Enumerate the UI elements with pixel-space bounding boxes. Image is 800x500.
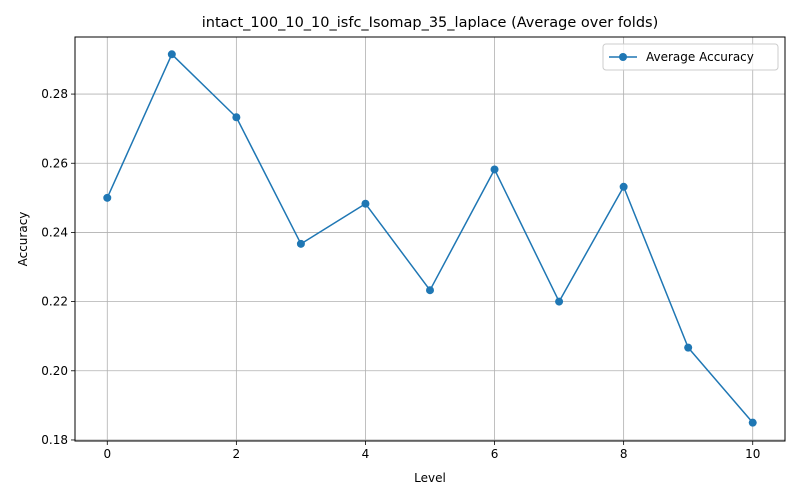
data-point — [361, 199, 370, 208]
grid-lines — [75, 37, 785, 441]
axis-ticks: 0 2 4 6 8 10 0.18 0.20 0.22 0.24 0.26 0.28 — [41, 87, 760, 461]
x-tick-label: 2 — [233, 447, 241, 461]
y-tick-label: 0.22 — [41, 295, 68, 309]
x-tick-label: 4 — [362, 447, 370, 461]
y-tick-label: 0.18 — [41, 433, 68, 447]
x-tick-label: 6 — [491, 447, 499, 461]
x-tick-label: 8 — [620, 447, 628, 461]
data-point — [490, 165, 499, 174]
legend-box — [602, 43, 779, 71]
series-layer — [103, 50, 757, 427]
legend: Average Accuracy — [602, 43, 779, 71]
data-point — [296, 239, 305, 248]
legend-marker-swatch — [619, 53, 627, 61]
x-axis-title: Level — [414, 471, 446, 485]
y-tick-label: 0.24 — [41, 225, 68, 239]
x-tick-label: 0 — [103, 447, 111, 461]
y-axis-title: Accuracy — [16, 212, 30, 267]
legend-label: Average Accuracy — [646, 50, 754, 64]
data-point — [103, 193, 112, 202]
y-tick-label: 0.28 — [41, 87, 68, 101]
y-tick-label: 0.20 — [41, 364, 68, 378]
plot-frame — [74, 36, 786, 442]
data-point — [555, 297, 564, 306]
data-point — [684, 343, 693, 352]
data-point — [748, 418, 757, 427]
data-point — [426, 286, 434, 295]
y-tick-label: 0.26 — [41, 156, 68, 170]
data-point — [232, 113, 241, 122]
x-tick-label: 10 — [745, 447, 760, 461]
data-point — [167, 50, 176, 59]
data-point — [619, 182, 628, 191]
chart-title: intact_100_10_10_isfc_Isomap_35_laplace … — [202, 15, 659, 31]
